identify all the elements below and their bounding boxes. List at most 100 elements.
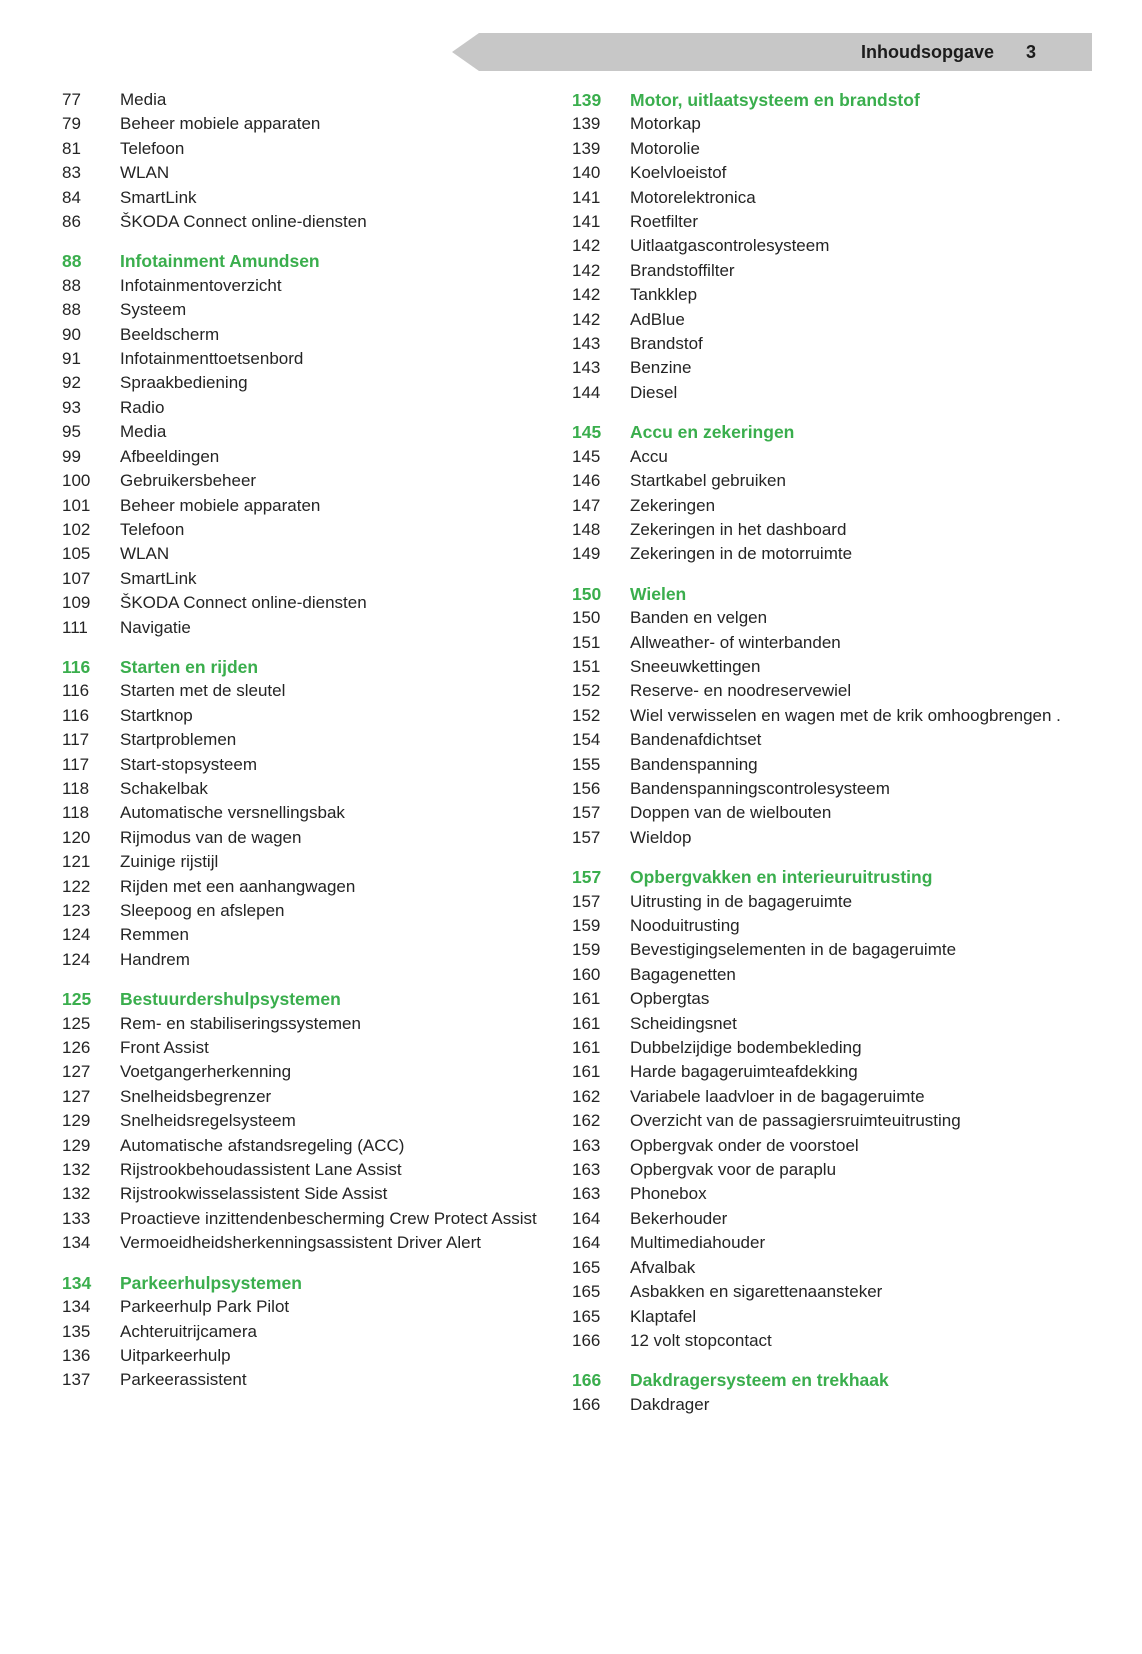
toc-section-heading[interactable]: 116 Starten en rijden	[62, 655, 560, 679]
toc-entry[interactable]: 143 Benzine	[572, 356, 1098, 380]
toc-entry[interactable]: 142 Uitlaatgascontrolesysteem	[572, 234, 1098, 258]
toc-entry[interactable]: 123 Sleepoog en afslepen	[62, 899, 560, 923]
toc-entry[interactable]: 88 Systeem	[62, 298, 560, 322]
toc-entry[interactable]: 124 Handrem	[62, 948, 560, 972]
toc-entry[interactable]: 146 Startkabel gebruiken	[572, 469, 1098, 493]
toc-entry[interactable]: 88 Infotainmentoverzicht	[62, 274, 560, 298]
toc-entry[interactable]: 157 Uitrusting in de bagageruimte	[572, 890, 1098, 914]
toc-entry[interactable]: 117 Start-stopsysteem	[62, 753, 560, 777]
toc-entry[interactable]: 105 WLAN	[62, 542, 560, 566]
toc-entry[interactable]: 162 Overzicht van de passagiersruimteuitr…	[572, 1109, 1098, 1133]
toc-entry[interactable]: 136 Uitparkeerhulp	[62, 1344, 560, 1368]
toc-entry[interactable]: 157 Wieldop	[572, 826, 1098, 850]
toc-entry[interactable]: 133 Proactieve inzittendenbescherming Cre…	[62, 1207, 560, 1231]
toc-entry[interactable]: 161 Harde bagageruimteafdekking	[572, 1060, 1098, 1084]
toc-entry[interactable]: 99 Afbeeldingen	[62, 445, 560, 469]
toc-entry[interactable]: 117 Startproblemen	[62, 728, 560, 752]
toc-entry[interactable]: 166 Dakdrager	[572, 1393, 1098, 1417]
toc-section-heading[interactable]: 157 Opbergvakken en interieuruitrusting	[572, 865, 1098, 889]
toc-entry[interactable]: 101 Beheer mobiele apparaten	[62, 494, 560, 518]
toc-entry[interactable]: 164 Multimediahouder	[572, 1231, 1098, 1255]
toc-entry[interactable]: 125 Rem- en stabiliseringssystemen	[62, 1012, 560, 1036]
toc-entry[interactable]: 132 Rijstrookwisselassistent Side Assist	[62, 1182, 560, 1206]
toc-entry[interactable]: 166 12 volt stopcontact	[572, 1329, 1098, 1353]
toc-entry[interactable]: 92 Spraakbediening	[62, 371, 560, 395]
toc-entry[interactable]: 156 Bandenspanningscontrolesysteem	[572, 777, 1098, 801]
toc-entry[interactable]: 132 Rijstrookbehoudassistent Lane Assist	[62, 1158, 560, 1182]
toc-entry[interactable]: 134 Parkeerhulp Park Pilot	[62, 1295, 560, 1319]
toc-entry[interactable]: 141 Motorelektronica	[572, 186, 1098, 210]
toc-entry[interactable]: 163 Opbergvak onder de voorstoel	[572, 1134, 1098, 1158]
toc-entry[interactable]: 135 Achteruitrijcamera	[62, 1320, 560, 1344]
toc-entry[interactable]: 143 Brandstof	[572, 332, 1098, 356]
toc-entry[interactable]: 165 Afvalbak	[572, 1256, 1098, 1280]
toc-entry[interactable]: 155 Bandenspanning	[572, 753, 1098, 777]
toc-section-heading[interactable]: 150 Wielen	[572, 582, 1098, 606]
toc-entry[interactable]: 118 Schakelbak	[62, 777, 560, 801]
toc-entry[interactable]: 162 Variabele laadvloer in de bagageruimt…	[572, 1085, 1098, 1109]
toc-entry[interactable]: 107 SmartLink	[62, 567, 560, 591]
toc-entry[interactable]: 144 Diesel	[572, 381, 1098, 405]
toc-entry[interactable]: 161 Scheidingsnet	[572, 1012, 1098, 1036]
toc-entry[interactable]: 145 Accu	[572, 445, 1098, 469]
toc-entry[interactable]: 161 Dubbelzijdige bodembekleding	[572, 1036, 1098, 1060]
toc-entry[interactable]: 134 Vermoeidheidsherkenningsassistent Dri…	[62, 1231, 560, 1255]
toc-entry[interactable]: 129 Snelheidsregelsysteem	[62, 1109, 560, 1133]
toc-entry[interactable]: 90 Beeldscherm	[62, 323, 560, 347]
toc-entry[interactable]: 84 SmartLink	[62, 186, 560, 210]
toc-entry[interactable]: 150 Banden en velgen	[572, 606, 1098, 630]
toc-entry[interactable]: 142 Tankklep	[572, 283, 1098, 307]
toc-entry[interactable]: 151 Allweather- of winterbanden	[572, 631, 1098, 655]
toc-entry[interactable]: 137 Parkeerassistent	[62, 1368, 560, 1392]
toc-entry[interactable]: 126 Front Assist	[62, 1036, 560, 1060]
toc-entry[interactable]: 160 Bagagenetten	[572, 963, 1098, 987]
toc-entry[interactable]: 79 Beheer mobiele apparaten	[62, 112, 560, 136]
toc-entry[interactable]: 161 Opbergtas	[572, 987, 1098, 1011]
toc-entry[interactable]: 139 Motorkap	[572, 112, 1098, 136]
toc-entry[interactable]: 152 Wiel verwisselen en wagen met de krik…	[572, 704, 1098, 728]
toc-entry[interactable]: 102 Telefoon	[62, 518, 560, 542]
toc-entry[interactable]: 116 Startknop	[62, 704, 560, 728]
toc-entry[interactable]: 100 Gebruikersbeheer	[62, 469, 560, 493]
toc-entry[interactable]: 81 Telefoon	[62, 137, 560, 161]
toc-entry[interactable]: 77 Media	[62, 88, 560, 112]
toc-section-heading[interactable]: 166 Dakdragersysteem en trekhaak	[572, 1368, 1098, 1392]
toc-entry[interactable]: 163 Opbergvak voor de paraplu	[572, 1158, 1098, 1182]
toc-entry[interactable]: 95 Media	[62, 420, 560, 444]
toc-entry[interactable]: 147 Zekeringen	[572, 494, 1098, 518]
toc-entry[interactable]: 151 Sneeuwkettingen	[572, 655, 1098, 679]
toc-entry[interactable]: 120 Rijmodus van de wagen	[62, 826, 560, 850]
toc-entry[interactable]: 164 Bekerhouder	[572, 1207, 1098, 1231]
toc-entry[interactable]: 124 Remmen	[62, 923, 560, 947]
toc-entry[interactable]: 109 ŠKODA Connect online-diensten	[62, 591, 560, 615]
toc-entry[interactable]: 165 Asbakken en sigarettenaansteker	[572, 1280, 1098, 1304]
toc-section-heading[interactable]: 145 Accu en zekeringen	[572, 420, 1098, 444]
toc-entry[interactable]: 142 AdBlue	[572, 308, 1098, 332]
toc-entry[interactable]: 127 Voetgangerherkenning	[62, 1060, 560, 1084]
toc-entry[interactable]: 159 Nooduitrusting	[572, 914, 1098, 938]
toc-entry[interactable]: 140 Koelvloeistof	[572, 161, 1098, 185]
toc-entry[interactable]: 121 Zuinige rijstijl	[62, 850, 560, 874]
toc-entry[interactable]: 83 WLAN	[62, 161, 560, 185]
toc-entry[interactable]: 86 ŠKODA Connect online-diensten	[62, 210, 560, 234]
toc-entry[interactable]: 142 Brandstoffilter	[572, 259, 1098, 283]
toc-entry[interactable]: 148 Zekeringen in het dashboard	[572, 518, 1098, 542]
toc-section-heading[interactable]: 88 Infotainment Amundsen	[62, 249, 560, 273]
toc-entry[interactable]: 163 Phonebox	[572, 1182, 1098, 1206]
toc-entry[interactable]: 152 Reserve- en noodreservewiel	[572, 679, 1098, 703]
toc-entry[interactable]: 141 Roetfilter	[572, 210, 1098, 234]
toc-entry[interactable]: 93 Radio	[62, 396, 560, 420]
toc-entry[interactable]: 154 Bandenafdichtset	[572, 728, 1098, 752]
toc-entry[interactable]: 165 Klaptafel	[572, 1305, 1098, 1329]
toc-entry[interactable]: 129 Automatische afstandsregeling (ACC)	[62, 1134, 560, 1158]
toc-entry[interactable]: 159 Bevestigingselementen in de bagagerui…	[572, 938, 1098, 962]
toc-entry[interactable]: 149 Zekeringen in de motorruimte	[572, 542, 1098, 566]
toc-section-heading[interactable]: 139 Motor, uitlaatsysteem en brandstof	[572, 88, 1098, 112]
toc-entry[interactable]: 122 Rijden met een aanhangwagen	[62, 875, 560, 899]
toc-entry[interactable]: 118 Automatische versnellingsbak	[62, 801, 560, 825]
toc-entry[interactable]: 116 Starten met de sleutel	[62, 679, 560, 703]
toc-section-heading[interactable]: 125 Bestuurdershulpsystemen	[62, 987, 560, 1011]
toc-entry[interactable]: 139 Motorolie	[572, 137, 1098, 161]
toc-entry[interactable]: 91 Infotainmenttoetsenbord	[62, 347, 560, 371]
toc-entry[interactable]: 111 Navigatie	[62, 616, 560, 640]
